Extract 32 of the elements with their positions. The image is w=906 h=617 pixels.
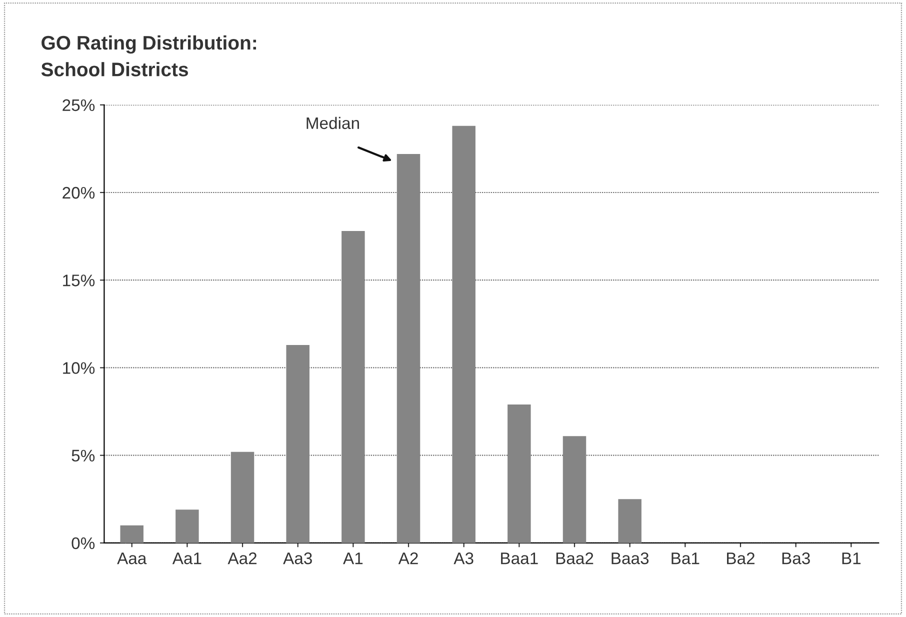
bar	[396, 154, 420, 543]
bar	[120, 525, 144, 543]
x-tick-label: Baa2	[556, 552, 594, 564]
bar	[452, 126, 476, 543]
x-tick-label: Aaa	[117, 552, 147, 564]
x-tick-label: Ba2	[727, 552, 754, 564]
x-tick-label: Ba1	[672, 552, 700, 564]
x-tick-label: A2	[398, 552, 418, 564]
bar	[618, 499, 642, 543]
x-tick-label: Ba3	[782, 552, 810, 564]
y-tick-label: 10%	[63, 362, 95, 374]
y-tick-label: 20%	[62, 186, 95, 199]
x-tick-label: A3	[454, 552, 474, 564]
bar	[508, 404, 531, 543]
chart-title: GO Rating Distribution: School Districts	[41, 35, 256, 76]
x-tick-label: Baa1	[501, 552, 538, 564]
y-tick-label: 15%	[63, 274, 95, 286]
x-tick-label: A1	[343, 552, 363, 564]
y-tick-label: 5%	[72, 450, 95, 462]
bar	[342, 231, 365, 543]
bar	[562, 436, 586, 543]
bar	[286, 344, 310, 543]
x-tick-label: Aa2	[228, 552, 257, 564]
x-tick-label: B1	[842, 552, 861, 564]
x-tick-label: Baa3	[612, 552, 649, 564]
bar	[176, 510, 199, 543]
x-tick-label: Aa1	[172, 552, 202, 564]
annotation: Median	[306, 116, 359, 130]
x-tick-label: Aa3	[283, 552, 312, 564]
bar	[230, 452, 254, 543]
y-tick-label: 25%	[62, 99, 95, 112]
y-tick-label: 0%	[72, 537, 95, 550]
